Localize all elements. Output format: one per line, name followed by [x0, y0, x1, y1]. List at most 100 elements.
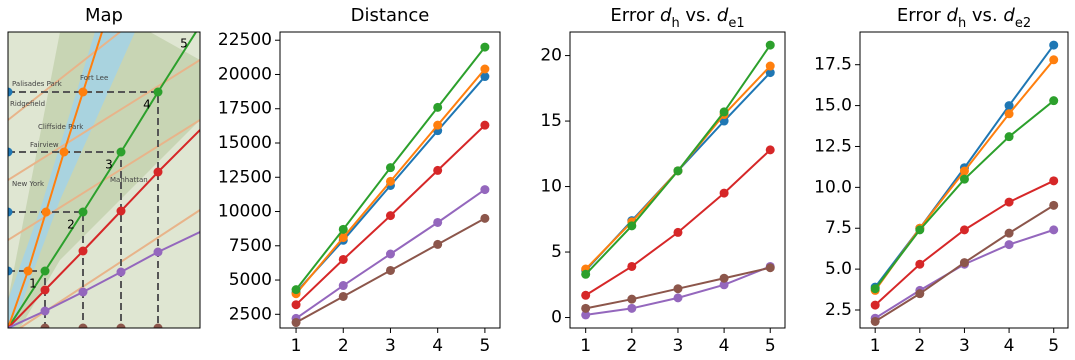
y-tick-label: 22500 — [218, 30, 272, 50]
x-tick-label: 4 — [432, 336, 443, 356]
y-tick-label: 2500 — [229, 304, 272, 324]
data-point — [433, 240, 442, 249]
title-part: d — [660, 5, 672, 26]
data-point — [627, 262, 636, 271]
data-point — [480, 185, 489, 194]
data-point — [673, 228, 682, 237]
data-point — [292, 318, 301, 327]
data-point — [960, 175, 969, 184]
title-part: Distance — [351, 5, 430, 26]
chart-title: Distance — [351, 5, 430, 26]
data-point — [339, 281, 348, 290]
data-point — [292, 300, 301, 309]
data-point — [871, 317, 880, 326]
data-point — [581, 270, 590, 279]
plot-frame — [570, 32, 785, 328]
chart-title: Map — [85, 5, 123, 26]
title-part: d — [947, 5, 959, 26]
y-tick-label: 5000 — [229, 270, 272, 290]
title-part: d — [717, 5, 729, 26]
x-tick-label: 1 — [870, 336, 881, 356]
data-point — [627, 295, 636, 304]
y-tick-label: 12500 — [218, 167, 272, 187]
data-point — [339, 292, 348, 301]
x-tick-label: 4 — [1004, 336, 1015, 356]
y-tick-label: 5.0 — [825, 259, 852, 279]
data-point — [480, 43, 489, 52]
data-point — [581, 304, 590, 313]
title-part: h — [671, 16, 679, 31]
data-point — [1049, 176, 1058, 185]
point-label: 2 — [67, 218, 75, 232]
data-point — [627, 304, 636, 313]
data-point — [627, 221, 636, 230]
data-point — [673, 293, 682, 302]
series-line — [875, 181, 1054, 305]
data-point — [433, 166, 442, 175]
data-point — [1049, 96, 1058, 105]
data-point — [960, 225, 969, 234]
title-part: e1 — [728, 16, 744, 31]
data-point — [915, 260, 924, 269]
data-point — [581, 291, 590, 300]
data-point — [915, 289, 924, 298]
data-point — [386, 250, 395, 259]
chart-title: Error dh vs. de1 — [610, 5, 744, 31]
data-point — [871, 301, 880, 310]
y-tick-label: 7500 — [229, 236, 272, 256]
y-tick-label: 17500 — [218, 99, 272, 119]
title-part: d — [1003, 5, 1015, 26]
y-tick-label: 7.5 — [825, 218, 852, 238]
data-point — [386, 177, 395, 186]
point-label: 3 — [105, 158, 113, 172]
x-tick-label: 5 — [765, 336, 776, 356]
data-point — [960, 258, 969, 267]
x-tick-label: 2 — [338, 336, 349, 356]
y-tick-label: 15000 — [218, 133, 272, 153]
x-tick-label: 5 — [1048, 336, 1059, 356]
figure: Map12345Palisades ParkFort LeeRidgefield… — [0, 0, 1075, 360]
place-label: Cliffside Park — [38, 123, 84, 131]
x-tick-label: 2 — [914, 336, 925, 356]
data-point — [720, 189, 729, 198]
place-label: Palisades Park — [12, 80, 63, 88]
y-tick-label: 10.0 — [814, 177, 852, 197]
data-point — [1049, 41, 1058, 50]
data-point — [766, 145, 775, 154]
data-point — [292, 285, 301, 294]
data-point — [915, 225, 924, 234]
data-point — [480, 214, 489, 223]
y-tick-label: 17.5 — [814, 55, 852, 75]
data-point — [1005, 198, 1014, 207]
data-point — [1049, 201, 1058, 210]
title-part: h — [958, 16, 966, 31]
data-point — [433, 121, 442, 130]
place-label: New York — [12, 180, 45, 188]
title-part: Error — [610, 5, 660, 26]
data-point — [720, 107, 729, 116]
data-point — [766, 263, 775, 272]
y-tick-label: 10000 — [218, 202, 272, 222]
y-tick-label: 20 — [540, 46, 562, 66]
data-point — [960, 167, 969, 176]
place-label: Fort Lee — [80, 74, 108, 82]
data-point — [1005, 132, 1014, 141]
x-tick-label: 3 — [959, 336, 970, 356]
y-tick-label: 10 — [540, 177, 562, 197]
data-point — [433, 218, 442, 227]
x-tick-label: 3 — [385, 336, 396, 356]
data-point — [386, 163, 395, 172]
data-point — [1005, 109, 1014, 118]
point-label: 1 — [29, 277, 37, 291]
y-tick-label: 15.0 — [814, 96, 852, 116]
x-tick-label: 3 — [673, 336, 684, 356]
data-point — [1049, 225, 1058, 234]
x-tick-label: 1 — [580, 336, 591, 356]
place-label: Fairview — [30, 141, 59, 149]
data-point — [1005, 229, 1014, 238]
x-tick-label: 2 — [626, 336, 637, 356]
data-point — [766, 41, 775, 50]
data-point — [433, 103, 442, 112]
y-tick-label: 12.5 — [814, 136, 852, 156]
chart-title: Error dh vs. de2 — [897, 5, 1031, 31]
